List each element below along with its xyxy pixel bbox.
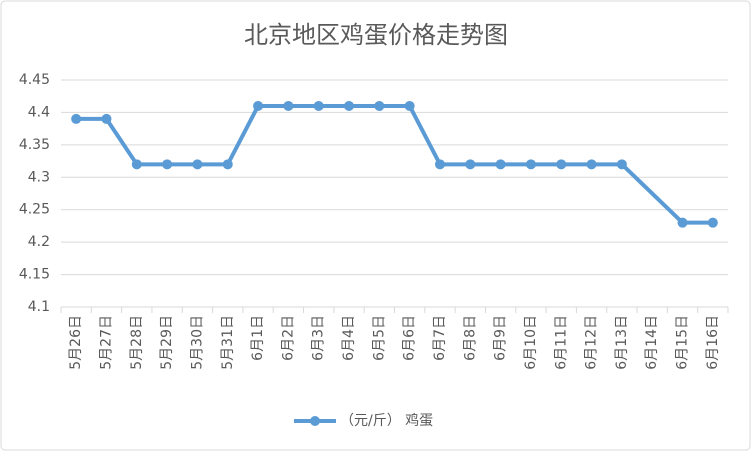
data-point bbox=[677, 217, 688, 228]
data-point bbox=[283, 100, 294, 111]
x-tick-label: 6月13日 bbox=[614, 315, 630, 370]
gap-connector bbox=[619, 162, 685, 225]
x-tick-label: 6月14日 bbox=[644, 315, 660, 370]
x-tick-label: 6月7日 bbox=[432, 315, 448, 361]
x-tick-label: 6月15日 bbox=[675, 315, 691, 370]
data-point bbox=[586, 159, 597, 170]
data-point bbox=[374, 100, 385, 111]
data-point bbox=[192, 159, 203, 170]
data-point bbox=[434, 159, 445, 170]
data-point bbox=[465, 159, 476, 170]
x-tick-label: 5月31日 bbox=[220, 315, 236, 370]
y-tick-label: 4.35 bbox=[19, 137, 50, 153]
y-tick-label: 4.15 bbox=[19, 267, 50, 283]
x-tick-label: 6月5日 bbox=[371, 315, 387, 361]
x-tick-label: 6月3日 bbox=[311, 315, 327, 361]
y-tick-label: 4.45 bbox=[19, 72, 50, 88]
data-point bbox=[222, 159, 233, 170]
x-tick-label: 6月16日 bbox=[705, 315, 721, 370]
data-point bbox=[101, 113, 112, 124]
data-point bbox=[495, 159, 506, 170]
data-point bbox=[313, 100, 324, 111]
y-tick-label: 4.2 bbox=[28, 234, 50, 250]
data-point bbox=[525, 159, 536, 170]
y-tick-label: 4.1 bbox=[28, 299, 50, 315]
data-point bbox=[162, 159, 173, 170]
data-point bbox=[556, 159, 567, 170]
data-point bbox=[616, 159, 627, 170]
x-tick-label: 5月26日 bbox=[68, 315, 84, 370]
x-tick-label: 6月12日 bbox=[584, 315, 600, 370]
x-tick-label: 6月8日 bbox=[462, 315, 478, 361]
x-tick-label: 5月30日 bbox=[189, 315, 205, 370]
data-point bbox=[71, 113, 82, 124]
x-tick-label: 5月28日 bbox=[129, 315, 145, 370]
x-tick-label: 6月10日 bbox=[523, 315, 539, 370]
x-tick-label: 5月29日 bbox=[159, 315, 175, 370]
y-tick-label: 4.4 bbox=[28, 104, 50, 120]
y-tick-label: 4.3 bbox=[28, 169, 50, 185]
legend-label: （元/斤） 鸡蛋 bbox=[340, 412, 433, 429]
data-point bbox=[707, 217, 718, 228]
x-tick-label: 6月2日 bbox=[280, 315, 296, 361]
y-tick-label: 4.25 bbox=[19, 202, 50, 218]
legend-marker bbox=[310, 416, 320, 426]
chart-title: 北京地区鸡蛋价格走势图 bbox=[244, 21, 508, 49]
x-tick-label: 6月1日 bbox=[250, 315, 266, 361]
data-point bbox=[131, 159, 142, 170]
x-tick-label: 6月9日 bbox=[493, 315, 509, 361]
x-tick-label: 6月11日 bbox=[553, 315, 569, 370]
x-tick-label: 6月6日 bbox=[402, 315, 418, 361]
data-point bbox=[253, 100, 264, 111]
x-tick-label: 6月4日 bbox=[341, 315, 357, 361]
data-point bbox=[344, 100, 355, 111]
x-tick-label: 5月27日 bbox=[98, 315, 114, 370]
data-point bbox=[404, 100, 415, 111]
